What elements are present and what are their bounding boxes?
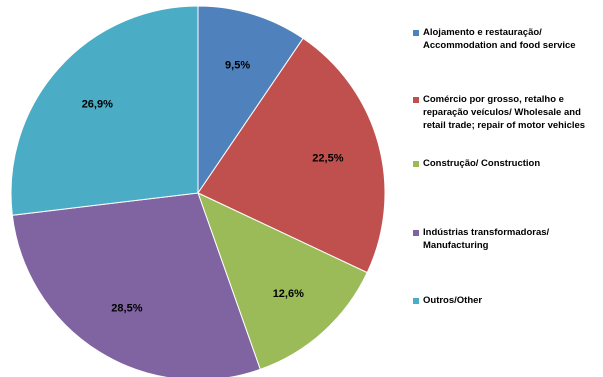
pie-slice-construction bbox=[197, 192, 368, 370]
legend: Alojamento e restauração/ Accommodation … bbox=[413, 0, 603, 377]
legend-label-wholesale-retail: Comércio por grosso, retalho e reparação… bbox=[423, 94, 586, 131]
legend-swatch-wholesale-retail bbox=[413, 97, 419, 103]
pie-slice-accommodation bbox=[197, 5, 304, 195]
data-label-wholesale-retail: 22,5% bbox=[312, 153, 343, 165]
pie-slice-manufacturing bbox=[11, 192, 261, 377]
pie-data-labels: 9,5% 22,5% 12,6% 28,5% 26,9% bbox=[82, 59, 344, 314]
legend-swatch-other bbox=[413, 298, 419, 304]
legend-swatch-accommodation bbox=[413, 30, 419, 36]
legend-swatch-construction bbox=[413, 161, 419, 167]
legend-item-accommodation: Alojamento e restauração/ Accommodation … bbox=[413, 26, 603, 52]
pie-chart: 9,5% 22,5% 12,6% 28,5% 26,9% bbox=[10, 5, 386, 377]
pie-slice-wholesale-retail bbox=[197, 37, 386, 274]
legend-label-accommodation: Alojamento e restauração/ Accommodation … bbox=[423, 27, 576, 51]
legend-label-construction: Construção/ Construction bbox=[423, 158, 541, 169]
legend-item-wholesale-retail: Comércio por grosso, retalho e reparação… bbox=[413, 93, 603, 132]
pie-slice-other bbox=[10, 5, 199, 216]
data-label-construction: 12,6% bbox=[273, 288, 304, 300]
legend-item-manufacturing: Indústrias transformadoras/ Manufacturin… bbox=[413, 226, 603, 252]
legend-item-other: Outros/Other bbox=[413, 294, 603, 307]
legend-label-manufacturing: Indústrias transformadoras/ Manufacturin… bbox=[423, 227, 550, 251]
legend-item-construction: Construção/ Construction bbox=[413, 157, 603, 170]
pie-slices bbox=[10, 5, 386, 377]
data-label-other: 26,9% bbox=[82, 99, 113, 111]
data-label-manufacturing: 28,5% bbox=[111, 302, 142, 314]
data-label-accommodation: 9,5% bbox=[225, 59, 250, 71]
legend-label-other: Outros/Other bbox=[423, 295, 483, 306]
legend-swatch-manufacturing bbox=[413, 230, 419, 236]
